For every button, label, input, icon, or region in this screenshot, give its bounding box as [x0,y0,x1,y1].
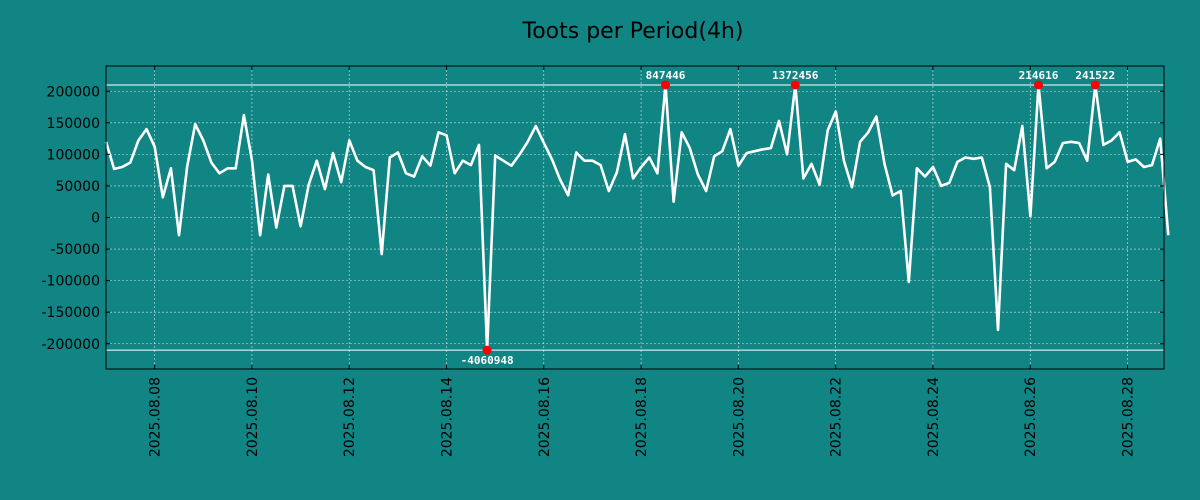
grid-lines [106,66,1164,369]
y-tick-label: 50000 [55,179,100,195]
peak-markers: -4060948 847446 1372456 214616 241522 [461,69,1116,367]
peak-marker [1090,80,1100,90]
peak-annotation-label: 1372456 [772,69,819,82]
x-tick-label: 2025.08.24 [926,377,942,457]
x-tick-label: 2025.08.26 [1023,377,1039,457]
y-tick-label: 100000 [47,147,100,163]
y-tick-label: -150000 [42,305,101,321]
peak-marker [482,345,492,355]
x-tick-label: 2025.08.14 [440,377,456,457]
peak-annotation-label: 214616 [1019,69,1059,82]
peak-annotation-label: 241522 [1075,69,1115,82]
y-tick-label: -50000 [50,242,100,258]
x-tick-label: 2025.08.18 [634,377,650,457]
peak-annotation-label: 847446 [646,69,686,82]
x-tick-label: 2025.08.10 [245,377,261,457]
peak-marker [1034,80,1044,90]
y-tick-label: 0 [91,211,100,227]
y-tick-label: 150000 [47,116,100,132]
x-tick-label: 2025.08.16 [537,377,553,457]
y-axis: 200000 150000 100000 50000 0 -50000 -100000 -15… [42,84,1164,353]
x-tick-label: 2025.08.28 [1121,377,1137,457]
x-tick-label: 2025.08.12 [342,377,358,457]
peak-marker [661,80,671,90]
chart-title: Toots per Period(4h) [522,19,744,44]
y-tick-label: -100000 [42,274,101,290]
peak-marker [790,80,800,90]
y-tick-label: -200000 [42,337,101,353]
clip-lines [106,84,1164,351]
x-tick-label: 2025.08.20 [731,377,747,457]
x-axis: 2025.08.08 2025.08.10 2025.08.12 2025.08.14… [148,66,1137,457]
series-line-toots [104,83,1170,352]
x-tick-label: 2025.08.22 [829,377,845,457]
x-tick-label: 2025.08.08 [148,377,164,457]
y-tick-label: 200000 [47,84,100,100]
peak-annotation-label: -4060948 [461,354,514,367]
